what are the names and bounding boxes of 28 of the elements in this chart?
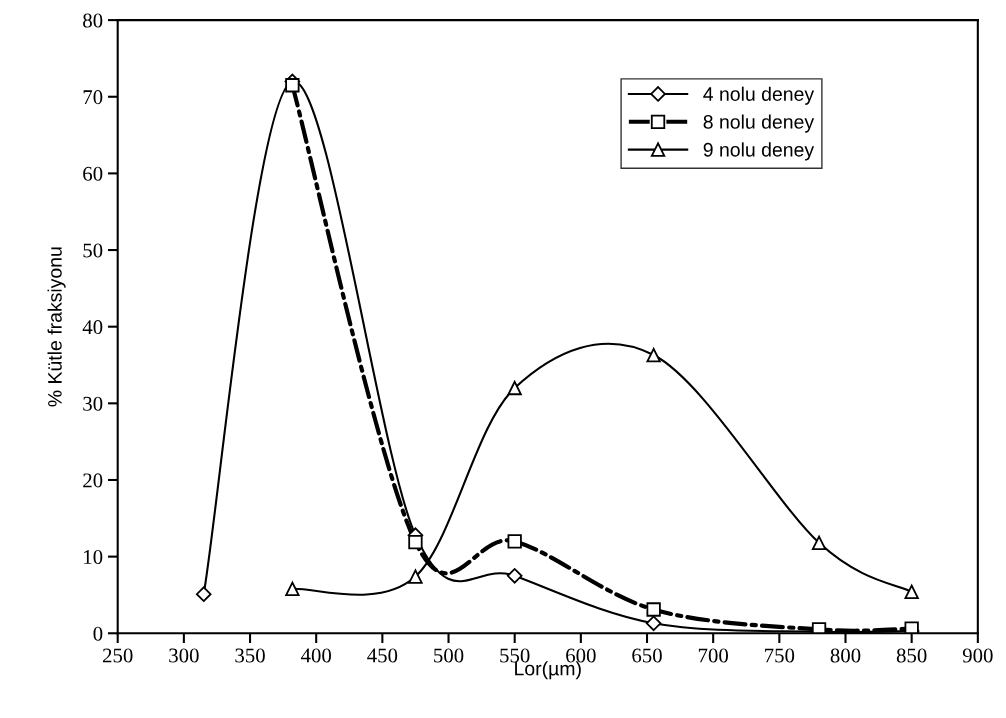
y-tick-label: 70 [83,90,103,105]
x-tick-label: 450 [367,648,398,663]
x-tick-label: 350 [235,648,265,663]
x-tick-label: 600 [566,648,596,663]
y-tick-label: 80 [83,13,103,28]
x-tick-label: 250 [102,648,133,663]
x-tick-label: 400 [300,648,332,663]
x-tick-label: 900 [962,648,993,663]
x-tick-label: 800 [830,648,861,663]
legend-label: 8 nolu deney [703,114,815,133]
y-tick-label: 60 [83,166,103,181]
legend-label: 4 nolu deney [703,86,815,105]
y-tick-label: 30 [83,396,103,411]
x-tick-label: 700 [698,648,729,663]
x-tick-label: 850 [896,648,927,663]
y-tick-label: 50 [83,243,103,258]
y-tick-label: 40 [82,320,103,335]
y-tick-label: 20 [83,473,103,488]
x-tick-label: 750 [765,648,795,663]
x-tick-label: 300 [169,648,199,663]
legend-label: 9 nolu deney [703,142,815,161]
x-tick-label: 500 [434,648,464,663]
y-tick-label: 0 [93,626,103,641]
y-tick-label: 10 [84,550,103,565]
x-tick-label: 650 [632,648,662,663]
x-tick-label: 550 [500,648,530,663]
x-axis-title: Lor(µm) [515,661,581,680]
y-axis-title: % Kütle fraksiyonu [47,247,66,407]
